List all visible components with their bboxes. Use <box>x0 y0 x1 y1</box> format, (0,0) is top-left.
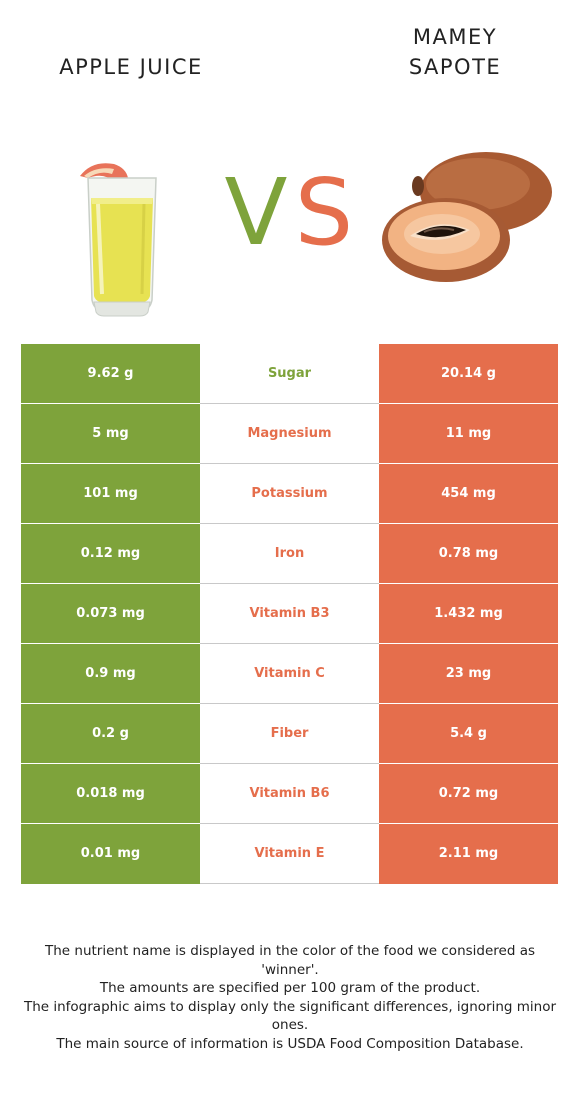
table-row: 0.018 mg Vitamin B6 0.72 mg <box>21 764 558 824</box>
nutrient-name: Vitamin E <box>200 824 379 884</box>
right-value: 11 mg <box>379 404 558 464</box>
table-row: 9.62 g Sugar 20.14 g <box>21 344 558 404</box>
nutrient-name: Sugar <box>200 344 379 404</box>
left-value: 0.12 mg <box>21 524 200 584</box>
nutrient-name: Fiber <box>200 704 379 764</box>
nutrient-name: Vitamin B3 <box>200 584 379 644</box>
footnote-line-source: The main source of information is USDA F… <box>56 1035 524 1052</box>
footnote-line-aim: The infographic aims to display only the… <box>23 998 557 1034</box>
left-value: 0.9 mg <box>21 644 200 704</box>
table-row: 101 mg Potassium 454 mg <box>21 464 558 524</box>
right-food-title: MAMEY SAPOTE <box>365 22 545 82</box>
nutrient-name: Vitamin C <box>200 644 379 704</box>
left-value: 101 mg <box>21 464 200 524</box>
right-value: 0.72 mg <box>379 764 558 824</box>
right-food-title-line2: SAPOTE <box>408 55 502 79</box>
table-row: 0.9 mg Vitamin C 23 mg <box>21 644 558 704</box>
right-value: 23 mg <box>379 644 558 704</box>
right-food-title-line1: MAMEY <box>412 25 498 49</box>
left-value: 0.2 g <box>21 704 200 764</box>
nutrient-name: Vitamin B6 <box>200 764 379 824</box>
vs-left-letter: V <box>225 162 288 262</box>
left-value: 0.073 mg <box>21 584 200 644</box>
left-value: 9.62 g <box>21 344 200 404</box>
left-value: 0.018 mg <box>21 764 200 824</box>
vs-label: V S <box>225 162 354 262</box>
nutrient-name: Potassium <box>200 464 379 524</box>
right-value: 5.4 g <box>379 704 558 764</box>
right-value: 1.432 mg <box>379 584 558 644</box>
table-row: 0.01 mg Vitamin E 2.11 mg <box>21 824 558 884</box>
left-food-title: APPLE JUICE <box>59 55 203 79</box>
apple-juice-image <box>80 163 157 317</box>
right-value: 0.78 mg <box>379 524 558 584</box>
footnote: The nutrient name is displayed in the co… <box>20 942 560 1053</box>
table-row: 0.12 mg Iron 0.78 mg <box>21 524 558 584</box>
left-value: 5 mg <box>21 404 200 464</box>
nutrient-name: Iron <box>200 524 379 584</box>
right-value: 454 mg <box>379 464 558 524</box>
vs-right-letter: S <box>295 162 353 262</box>
left-value: 0.01 mg <box>21 824 200 884</box>
footnote-line-winner: The nutrient name is displayed in the co… <box>44 943 536 978</box>
footnote-line-amounts: The amounts are specified per 100 gram o… <box>99 980 481 996</box>
mamey-sapote-image <box>382 152 552 282</box>
table-row: 5 mg Magnesium 11 mg <box>21 404 558 464</box>
nutrient-name: Magnesium <box>200 404 379 464</box>
table-row: 0.2 g Fiber 5.4 g <box>21 704 558 764</box>
table-row: 0.073 mg Vitamin B3 1.432 mg <box>21 584 558 644</box>
right-value: 2.11 mg <box>379 824 558 884</box>
right-value: 20.14 g <box>379 344 558 404</box>
